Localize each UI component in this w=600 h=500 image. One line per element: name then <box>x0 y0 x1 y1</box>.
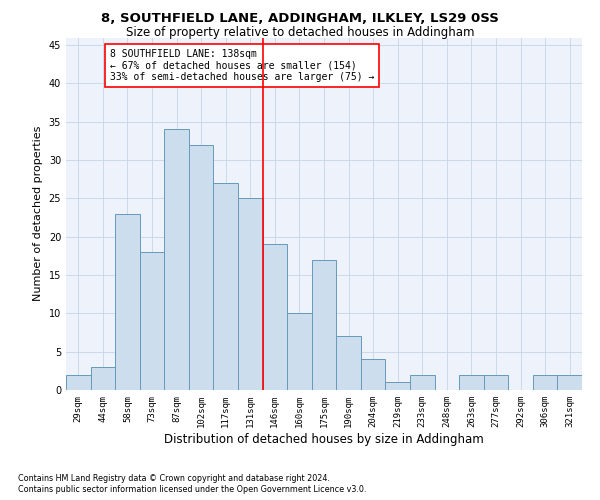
X-axis label: Distribution of detached houses by size in Addingham: Distribution of detached houses by size … <box>164 432 484 446</box>
Text: Size of property relative to detached houses in Addingham: Size of property relative to detached ho… <box>126 26 474 39</box>
Bar <box>287 314 312 390</box>
Bar <box>263 244 287 390</box>
Bar <box>385 382 410 390</box>
Bar <box>459 374 484 390</box>
Text: 8, SOUTHFIELD LANE, ADDINGHAM, ILKLEY, LS29 0SS: 8, SOUTHFIELD LANE, ADDINGHAM, ILKLEY, L… <box>101 12 499 26</box>
Bar <box>140 252 164 390</box>
Bar <box>557 374 582 390</box>
Bar <box>484 374 508 390</box>
Bar <box>238 198 263 390</box>
Text: Contains HM Land Registry data © Crown copyright and database right 2024.
Contai: Contains HM Land Registry data © Crown c… <box>18 474 367 494</box>
Bar <box>312 260 336 390</box>
Bar <box>533 374 557 390</box>
Bar <box>336 336 361 390</box>
Bar <box>214 183 238 390</box>
Bar <box>66 374 91 390</box>
Bar <box>410 374 434 390</box>
Bar <box>361 360 385 390</box>
Bar <box>164 130 189 390</box>
Bar <box>189 145 214 390</box>
Text: 8 SOUTHFIELD LANE: 138sqm
← 67% of detached houses are smaller (154)
33% of semi: 8 SOUTHFIELD LANE: 138sqm ← 67% of detac… <box>110 49 374 82</box>
Bar <box>115 214 140 390</box>
Y-axis label: Number of detached properties: Number of detached properties <box>33 126 43 302</box>
Bar <box>91 367 115 390</box>
